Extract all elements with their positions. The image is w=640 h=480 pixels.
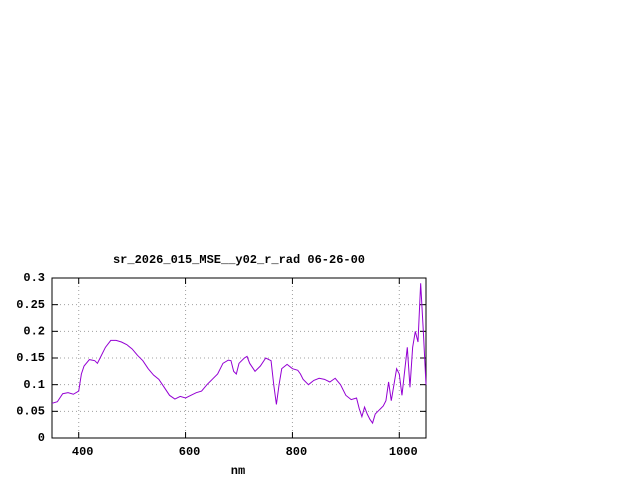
y-tick-label: 0.2 [23, 325, 45, 339]
y-tick-label: 0.15 [16, 351, 45, 365]
y-tick-label: 0.05 [16, 405, 45, 419]
x-tick-label: 600 [179, 445, 201, 459]
x-tick-label: 1000 [389, 445, 418, 459]
x-tick-label: 800 [286, 445, 308, 459]
data-line [51, 283, 427, 425]
plot-border [51, 277, 427, 439]
chart-title: sr_2026_015_MSE__y02_r_rad 06-26-00 [113, 253, 365, 267]
y-tick-label: 0 [38, 431, 45, 445]
y-tick-label: 0.3 [23, 271, 45, 285]
y-tick-label: 0.1 [23, 378, 45, 392]
x-tick-label: 400 [72, 445, 94, 459]
x-axis-label: nm [231, 464, 245, 478]
y-tick-label: 0.25 [16, 298, 45, 312]
